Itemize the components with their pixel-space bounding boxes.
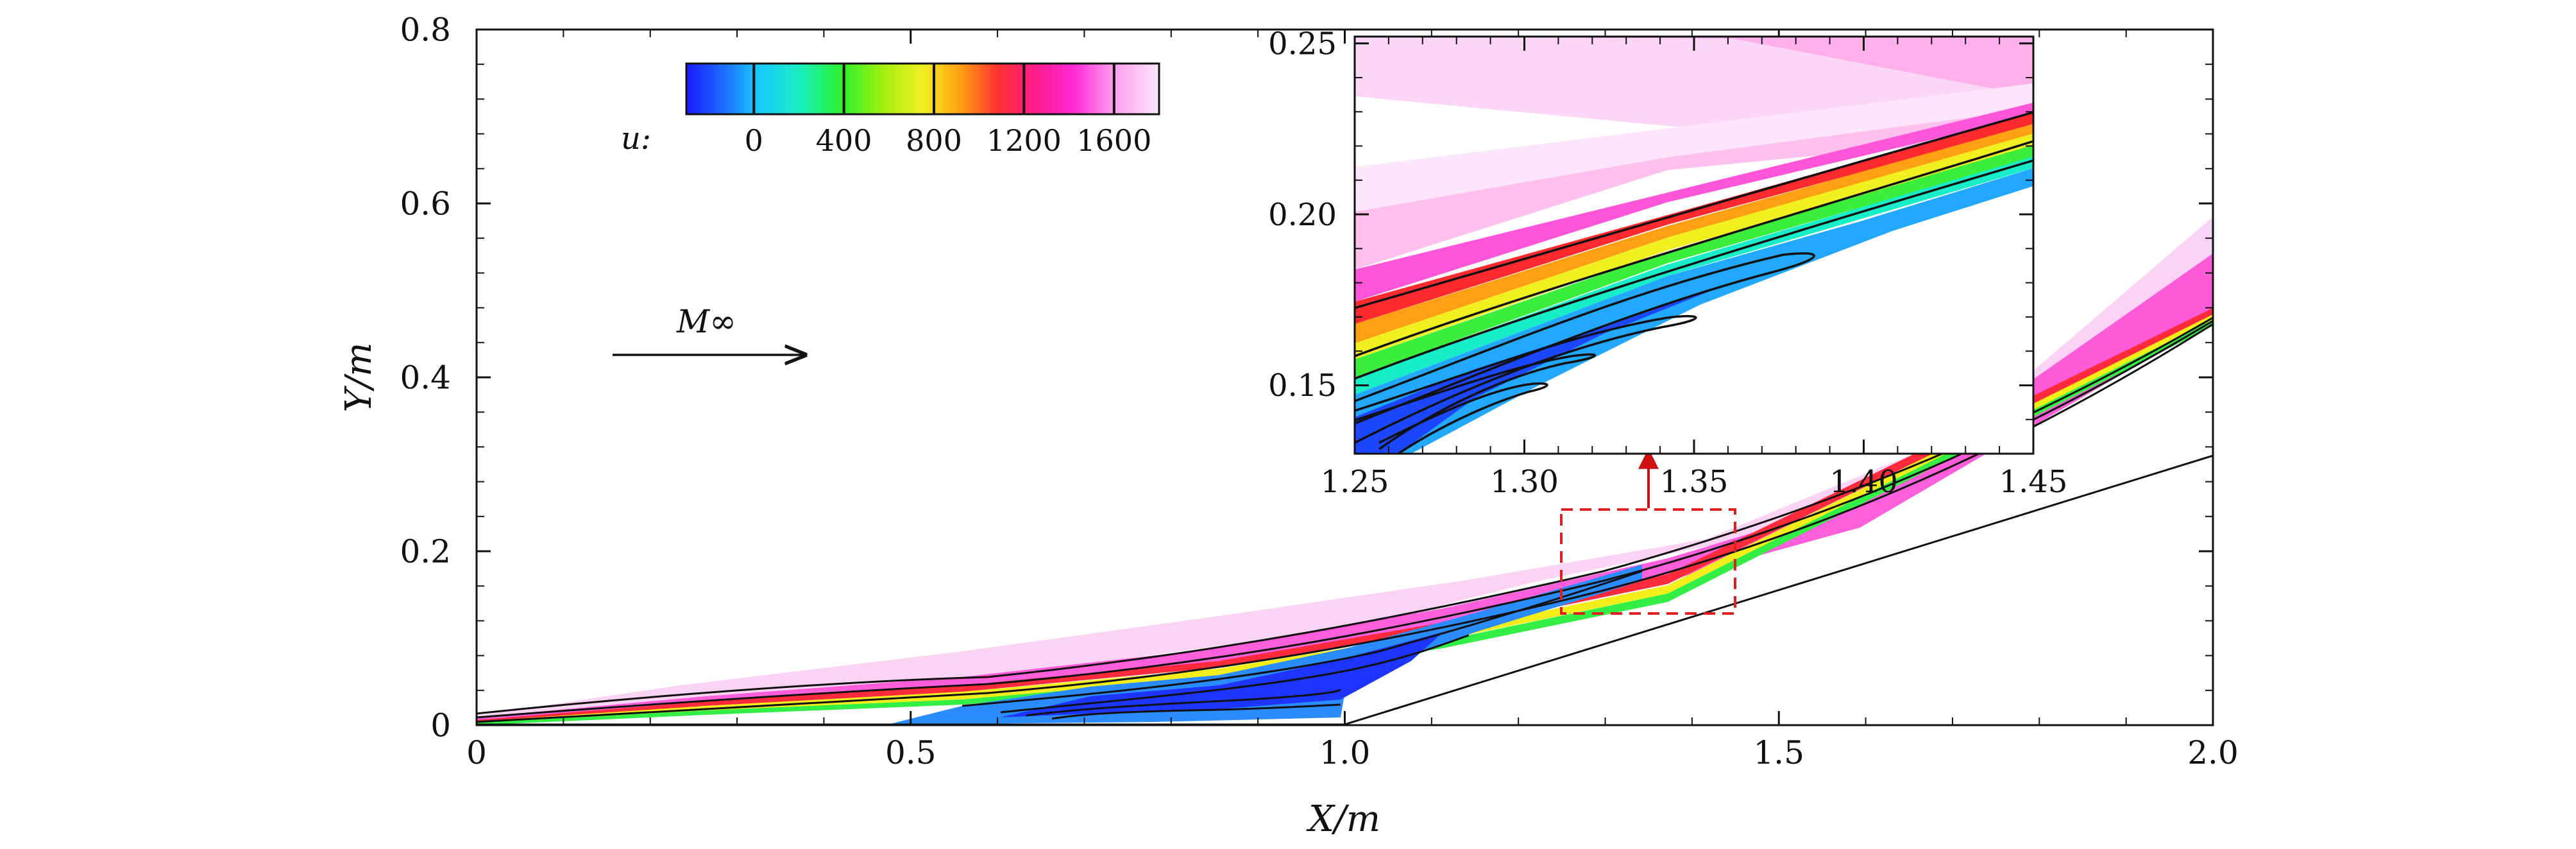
y-tick-label: 0.15	[1268, 368, 1337, 404]
x-tick-label: 1.30	[1490, 464, 1559, 500]
x-tick-label: 2.0	[2187, 734, 2239, 771]
y-tick-label: 0.4	[400, 359, 451, 397]
y-tick-label: 0.6	[400, 185, 451, 223]
recirculation-core	[1001, 632, 1443, 717]
x-tick-label: 1.5	[1753, 734, 1804, 771]
shock-layer	[477, 217, 2213, 722]
inset-plot: 1.25 1.30 1.35 1.40 1.45 0.15 0.20 0.25	[1268, 26, 2067, 500]
x-tick-label: 0	[466, 734, 487, 771]
colorbar-ticks: 0 400 800 1200 1600	[745, 64, 1151, 158]
y-tick-label: 0.20	[1268, 197, 1337, 233]
pink-band	[477, 253, 2213, 723]
colorbar-tick-label: 400	[816, 123, 872, 158]
main-ticks: 0 0.5 1.0 1.5 2.0 0 0.2 0.4 0.6 0.8	[400, 12, 2238, 772]
zoom-box	[1560, 508, 1736, 615]
flow-label: M∞	[676, 303, 736, 340]
x-tick-label: 1.45	[1999, 464, 2068, 500]
colorbar-gradient	[685, 62, 1160, 116]
x-tick-label: 1.0	[1319, 734, 1371, 771]
y-axis-label: Y/m	[338, 343, 380, 413]
colorbar-tick-label: 800	[906, 123, 962, 158]
colorbar-tick-label: 0	[745, 123, 763, 158]
x-tick-label: 1.25	[1321, 464, 1389, 500]
main-plot: 0 0.5 1.0 1.5 2.0 0 0.2 0.4 0.6 0.8 M∞ X/m Y/m	[338, 12, 2239, 841]
inset-ticks: 1.25 1.30 1.35 1.40 1.45 0.15 0.20 0.25	[1268, 26, 2067, 500]
x-tick-label: 1.35	[1660, 464, 1729, 500]
red-band	[477, 308, 2213, 724]
x-tick-label: 1.40	[1829, 464, 1898, 500]
y-tick-label: 0.2	[400, 533, 451, 570]
colorbar: 0 400 800 1200 1600 u:	[621, 62, 1160, 158]
flow-field	[477, 217, 2213, 725]
y-tick-label: 0.8	[400, 12, 451, 49]
x-tick-label: 0.5	[885, 734, 936, 771]
colorbar-tick-label: 1200	[987, 123, 1062, 158]
inset-streamlines	[1355, 111, 2033, 454]
inset-field	[1355, 37, 2033, 454]
y-tick-label: 0.25	[1268, 26, 1337, 62]
y-tick-label: 0	[430, 707, 451, 744]
colorbar-tick-label: 1600	[1076, 123, 1151, 158]
colorbar-variable-label: u:	[621, 121, 651, 157]
x-axis-label: X/m	[1306, 798, 1380, 840]
